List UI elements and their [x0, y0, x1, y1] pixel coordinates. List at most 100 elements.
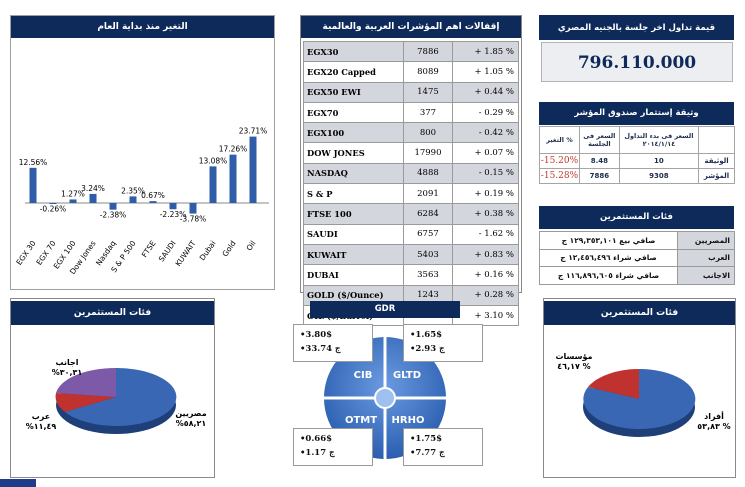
index-row: EGX30 7886 + 1.85 % — [303, 40, 519, 63]
index-value: 17990 — [402, 142, 454, 164]
pie-left-label-foreigners: اجانب — [56, 358, 79, 367]
pie-slice-foreigners — [56, 367, 116, 397]
index-change: - 1.62 % — [452, 223, 519, 245]
investors-label: الاجانب — [677, 266, 735, 285]
gdr-hrho-egp: •7.77 ج — [410, 448, 445, 458]
category-label: Oil — [244, 239, 257, 252]
index-name: EGX50 EWI — [303, 81, 404, 103]
ytd-change-chart-panel: التغير منذ بداية العام 12.56% EGX 30 -0.26… — [10, 15, 275, 290]
pie-left-pct-arabs: %١١,٤٩ — [26, 422, 57, 431]
pie-slice-egyptians — [65, 367, 177, 426]
investor-nationality-pie: اجانب %٣٠,٣١ عرب %١١,٤٩ مصريين %٥٨,٢١ — [26, 358, 207, 434]
index-change: + 0.44 % — [452, 81, 519, 103]
index-value: 8089 — [402, 61, 454, 83]
gdr-cib-box: •3.80$ •33.74 ج — [293, 324, 373, 362]
pie-left-pct-foreigners: %٣٠,٣١ — [52, 368, 83, 377]
bar-egx-70 — [49, 203, 57, 204]
index-value: 2091 — [402, 183, 454, 205]
data-label: 12.56% — [19, 158, 48, 167]
gdr-otmt-label: OTMT — [345, 415, 377, 426]
pie-left-title: فئات المستثمرين — [11, 301, 214, 325]
index-row: GOLD ($/Ounce) 1243 + 0.28 % — [303, 284, 519, 306]
pie-left-pct-egyptians: %٥٨,٢١ — [176, 419, 207, 428]
category-label: KUWAIT — [174, 239, 198, 268]
bar-nasdaq — [109, 203, 117, 210]
gdr-title: GDR — [310, 301, 460, 318]
gdr-gltd-label: GLTD — [393, 370, 421, 381]
index-value: 6284 — [402, 203, 454, 225]
index-value: 3563 — [402, 264, 454, 286]
bar-egx-30 — [29, 167, 37, 203]
fund-table: التغير % السعر فى الجلسة السعر فى بدء ال… — [539, 126, 735, 184]
data-label: 2.35% — [121, 186, 145, 195]
index-name: FTSE 100 — [303, 203, 404, 225]
pie-slice-institutions — [588, 369, 639, 399]
fund-header-close: السعر فى الجلسة — [578, 126, 620, 154]
index-name: NASDAQ — [303, 162, 404, 185]
investors-value: صافي شراء ١٢,٤٥٦,٤٩٦ ج — [539, 248, 678, 267]
gdr-gltd-box: •1.65$ •2.93 ج — [403, 324, 483, 362]
index-value: 4888 — [402, 162, 454, 185]
pie-right-pct-institutions: ٤٦,١٧ % — [557, 362, 590, 371]
bar-egx-100 — [69, 199, 77, 203]
bar-gold — [229, 154, 237, 203]
index-value: 1475 — [402, 81, 454, 103]
investors-title: فئات المستثمرين — [539, 206, 734, 229]
index-change: - 0.42 % — [452, 122, 519, 144]
pie-right-label-individuals: أفراد — [704, 411, 724, 421]
data-label: 13.08% — [199, 156, 228, 165]
data-label: 3.24% — [81, 184, 105, 193]
index-value: 6757 — [402, 223, 454, 245]
data-label: -2.38% — [100, 211, 127, 220]
investor-type-pie-panel: فئات المستثمرين مؤسسات ٤٦,١٧ % أفراد ٥٣,… — [543, 298, 736, 478]
bar-saudi — [169, 203, 177, 210]
fund-row1-label: الوثيقة — [698, 153, 735, 169]
bar-dubai — [209, 166, 217, 203]
fund-header-change: التغير % — [539, 126, 580, 154]
investor-nationality-pie-panel: فئات المستثمرين اجانب %٣٠,٣١ عرب %١١,٤٩ … — [10, 298, 215, 478]
pie-slice-arabs — [55, 393, 116, 412]
fund-row2-close: 7886 — [578, 168, 620, 184]
pie-left-label-arabs: عرب — [32, 412, 50, 421]
investors-table: صافي بيع ١٢٩,٣٥٣,١٠١ ج المصريين صافي شرا… — [539, 231, 735, 285]
fund-title: وثيقة إستثمار صندوق المؤشر — [539, 102, 734, 125]
gdr-cib-egp: •33.74 ج — [300, 344, 341, 354]
data-label: 17.26% — [219, 145, 248, 154]
fund-row2-label: المؤشر — [698, 168, 735, 184]
index-row: EGX50 EWI 1475 + 0.44 % — [303, 81, 519, 103]
index-row: KUWAIT 5403 + 0.83 % — [303, 243, 519, 266]
data-label: -3.78% — [180, 215, 207, 224]
index-row: EGX20 Capped 8089 + 1.05 % — [303, 61, 519, 83]
category-label: FTSE — [140, 239, 158, 259]
data-label: -0.26% — [40, 205, 67, 214]
data-label: -2.23% — [160, 210, 187, 219]
index-name: GOLD ($/Ounce) — [303, 284, 404, 306]
gdr-cib-label: CIB — [354, 370, 373, 381]
corner-marker — [0, 479, 36, 487]
traded-value-title: قيمة تداول اخر جلسة بالجنيه المصري — [539, 15, 734, 40]
index-row: FTSE 100 6284 + 0.38 % — [303, 203, 519, 225]
index-change: - 0.29 % — [452, 101, 519, 124]
fund-row1-change: -15.20% — [539, 153, 580, 169]
fund-row1-start: 10 — [618, 153, 700, 169]
index-row: EGX100 800- 0.42 % — [303, 122, 519, 144]
index-row: S & P 2091 + 0.19 % — [303, 183, 519, 205]
index-name: EGX30 — [303, 40, 404, 63]
chart-title: التغير منذ بداية العام — [11, 16, 274, 38]
gdr-otmt-egp: •1.17 ج — [300, 448, 335, 458]
index-row: DUBAI 3563 + 0.16 % — [303, 264, 519, 286]
bar-oil — [249, 136, 257, 203]
gdr-otmt-box: •0.66$ •1.17 ج — [293, 428, 373, 466]
index-name: EGX100 — [303, 122, 404, 144]
fund-row1-close: 8.48 — [578, 153, 620, 169]
investors-label: المصريين — [677, 231, 735, 250]
index-row: DOW JONES 17990 + 0.07 % — [303, 142, 519, 164]
gdr-gltd-egp: •2.93 ج — [410, 344, 445, 354]
fund-row2-start: 9308 — [618, 168, 700, 184]
category-label: Dubai — [198, 239, 218, 262]
index-row: SAUDI 6757- 1.62 % — [303, 223, 519, 245]
category-label: Gold — [220, 239, 237, 258]
index-name: SAUDI — [303, 223, 404, 245]
bar-s-p-500 — [129, 196, 137, 203]
investor-type-pie: مؤسسات ٤٦,١٧ % أفراد ٥٣,٨٣ % — [555, 352, 731, 437]
